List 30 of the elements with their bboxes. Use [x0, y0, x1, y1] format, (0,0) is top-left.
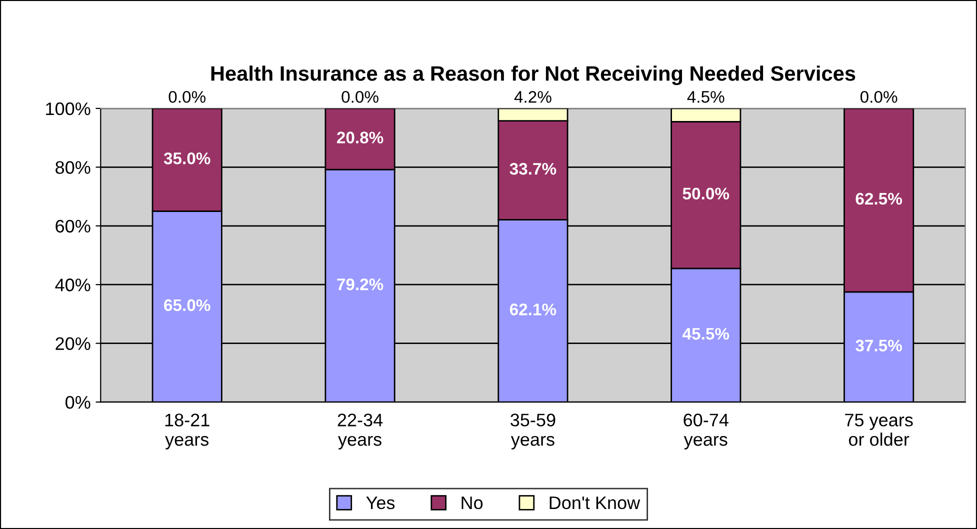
- y-tick-label: 100%: [46, 102, 90, 116]
- data-label: 45.5%: [682, 328, 730, 340]
- y-tick-label: 40%: [55, 278, 90, 292]
- x-tick-label: 18-21 years: [165, 414, 210, 450]
- data-label: 65.0%: [164, 299, 210, 312]
- y-tick-label: 0%: [66, 396, 90, 409]
- x-tick-label: 75 years or older: [845, 414, 913, 446]
- y-tick-label: 20%: [56, 337, 90, 350]
- data-label: 37.5%: [856, 340, 902, 352]
- data-label: 0.0%: [342, 91, 378, 103]
- data-label: 0.0%: [168, 91, 206, 103]
- data-label: 20.8%: [336, 132, 384, 144]
- y-tick-label: 60%: [56, 220, 90, 233]
- data-label: 4.5%: [687, 91, 724, 103]
- data-label: 62.5%: [856, 192, 902, 205]
- data-label: 0.0%: [860, 91, 898, 103]
- data-label: 4.2%: [514, 91, 552, 103]
- data-label: 50.0%: [682, 188, 730, 200]
- legend-label: Don't Know: [550, 496, 640, 510]
- data-label: 79.2%: [337, 278, 384, 290]
- chart-title: Health Insurance as a Reason for Not Receiving Needed Services: [211, 66, 856, 86]
- x-tick-label: 60-74 years: [684, 414, 728, 450]
- data-label: 35.0%: [164, 152, 210, 164]
- data-label: 62.1%: [510, 304, 556, 316]
- x-tick-label: 22-34 years: [338, 414, 383, 450]
- x-tick-label: 35-59 years: [510, 414, 556, 450]
- legend-label: Yes: [366, 496, 395, 510]
- legend-label: No: [462, 496, 483, 510]
- y-tick-label: 80%: [56, 161, 90, 174]
- data-label: 33.7%: [510, 162, 556, 175]
